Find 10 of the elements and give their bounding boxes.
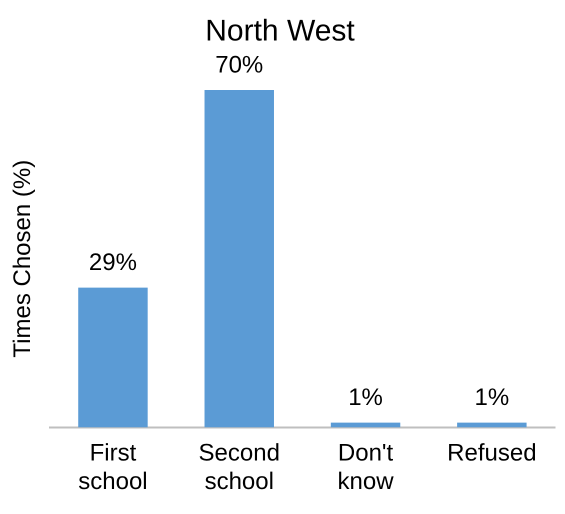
x-tick-label: Don't know bbox=[338, 439, 394, 496]
x-tick-label: Second school bbox=[198, 439, 280, 496]
data-label: 1% bbox=[348, 384, 383, 412]
data-label: 29% bbox=[88, 249, 137, 276]
x-tick-label: Refused bbox=[447, 439, 537, 466]
y-axis-title: Times Chosen (%) bbox=[9, 160, 36, 358]
data-label: 1% bbox=[474, 384, 510, 412]
chart-title: North West bbox=[205, 14, 356, 48]
data-label: 70% bbox=[215, 52, 264, 79]
x-tick-label: First school bbox=[78, 439, 148, 496]
